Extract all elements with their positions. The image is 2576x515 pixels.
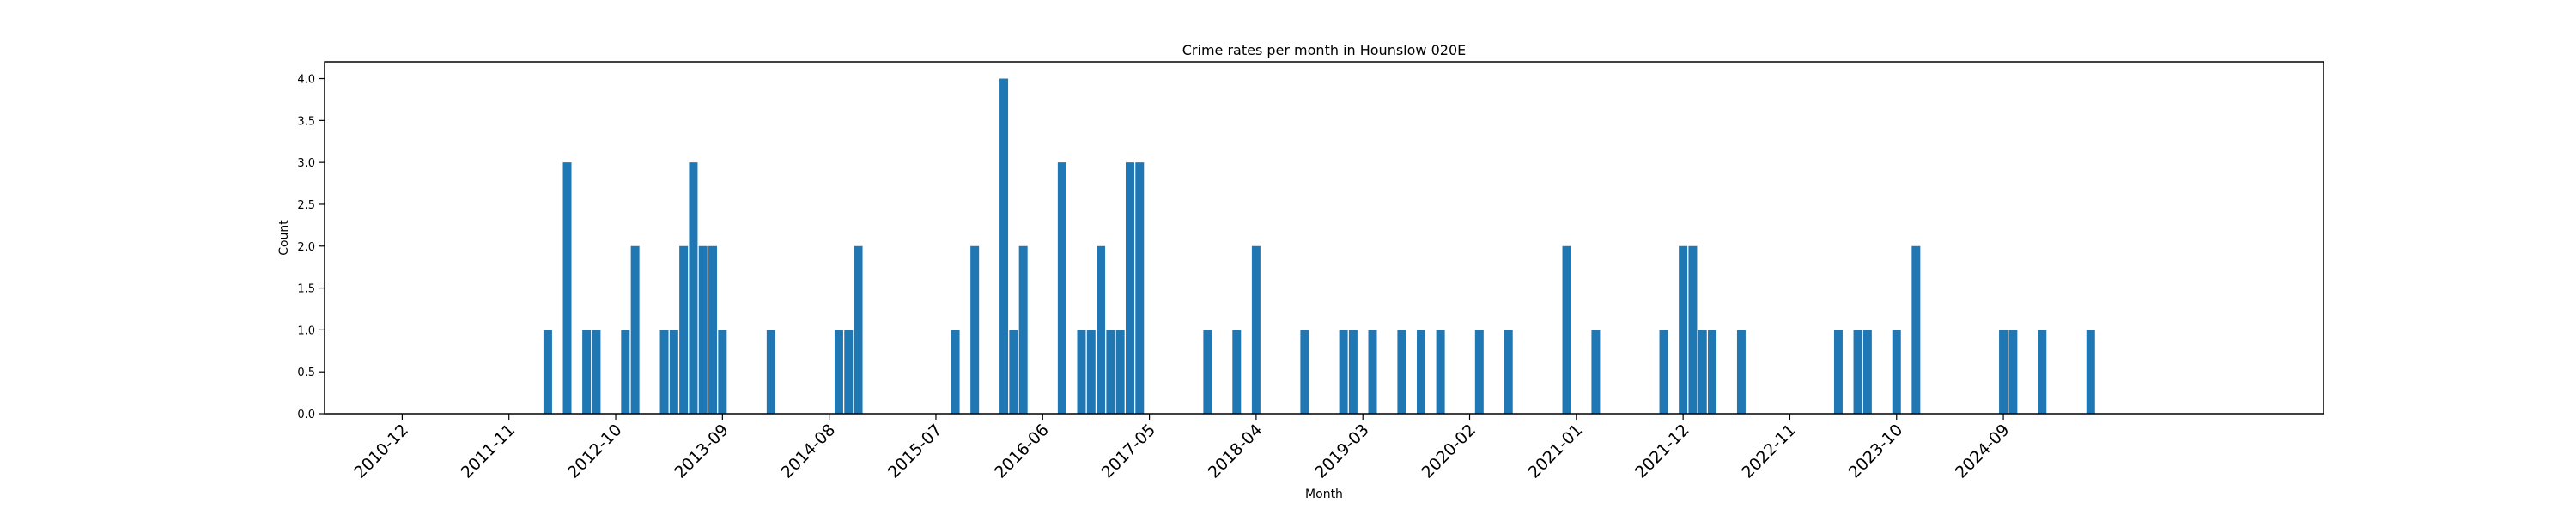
bar (1562, 245, 1571, 414)
bar (1474, 330, 1484, 414)
bar (2038, 330, 2047, 414)
bar (844, 330, 854, 414)
x-tick-label: 2022-11 (1738, 421, 1800, 482)
bar (1251, 245, 1261, 414)
x-tick-label: 2018-04 (1205, 421, 1267, 482)
y-tick-label: 3.0 (297, 157, 315, 170)
bar (1077, 330, 1086, 414)
bar (1018, 245, 1028, 414)
x-tick-label: 2019-03 (1311, 421, 1373, 482)
bar (698, 245, 708, 414)
bar (970, 245, 980, 414)
x-tick-label: 2021-12 (1631, 421, 1693, 482)
x-tick-label: 2024-09 (1952, 421, 2014, 482)
bar (592, 330, 601, 414)
x-axis: 2010-12 2011-11 2012-10 2013-09 2014-08 2015-… (350, 414, 2014, 482)
bar (1300, 330, 1309, 414)
bar (2086, 330, 2095, 414)
x-tick-label: 2011-11 (458, 421, 519, 482)
bar (854, 245, 863, 414)
bar (1009, 330, 1018, 414)
bar (1504, 330, 1513, 414)
y-tick-label: 0.5 (297, 367, 315, 379)
bar (630, 245, 640, 414)
bar (1203, 330, 1212, 414)
y-axis-label: Count (277, 220, 291, 256)
chart-title: Crime rates per month in Hounslow 020E (1182, 42, 1466, 58)
y-tick-label: 2.0 (297, 241, 315, 254)
bar (708, 245, 718, 414)
bar (1892, 330, 1901, 414)
bar (582, 330, 592, 414)
bar (766, 330, 775, 414)
x-tick-label: 2012-10 (564, 421, 626, 482)
bar (1688, 245, 1698, 414)
bar (951, 330, 960, 414)
bar (1417, 330, 1426, 414)
x-tick-label: 2023-10 (1845, 421, 1907, 482)
y-tick-label: 3.5 (297, 115, 315, 128)
bar (834, 330, 843, 414)
bar (1106, 330, 1115, 414)
y-tick-label: 0.0 (297, 409, 315, 421)
x-tick-label: 2017-05 (1097, 421, 1159, 482)
bar (1736, 330, 1746, 414)
bar (1436, 330, 1445, 414)
x-axis-label: Month (1305, 488, 1343, 501)
bar (1853, 330, 1862, 414)
y-axis: 0.0 0.5 1.0 1.5 2.0 2.5 3.0 3.5 4.0 (297, 74, 325, 421)
bar (659, 330, 669, 414)
bar (1057, 162, 1066, 414)
bar (621, 330, 630, 414)
bar (999, 78, 1009, 415)
bar (669, 330, 678, 414)
bar (1125, 162, 1134, 414)
x-tick-label: 2014-08 (777, 421, 839, 482)
bar (1135, 162, 1145, 414)
bar (543, 330, 552, 414)
x-tick-label: 2021-01 (1525, 421, 1587, 482)
x-tick-label: 2010-12 (350, 421, 412, 482)
plot-frame (324, 61, 2324, 415)
bar (1659, 330, 1668, 414)
y-tick-label: 4.0 (297, 74, 315, 87)
bar (1999, 330, 2008, 414)
bar (2008, 330, 2018, 414)
bar (1833, 330, 1843, 414)
y-tick-label: 1.0 (297, 324, 315, 337)
bar (1679, 245, 1688, 414)
bar (1911, 245, 1921, 414)
x-tick-label: 2013-09 (671, 421, 732, 482)
x-tick-label: 2016-06 (991, 421, 1053, 482)
bar (1232, 330, 1242, 414)
bars (543, 78, 2095, 415)
bar (562, 162, 572, 414)
bar (718, 330, 727, 414)
x-tick-label: 2015-07 (884, 421, 946, 482)
y-tick-label: 1.5 (297, 283, 315, 296)
bar (1086, 330, 1096, 414)
bar (1368, 330, 1377, 414)
bar (1591, 330, 1601, 414)
bar (1115, 330, 1125, 414)
bar (1862, 330, 1872, 414)
bar (1698, 330, 1707, 414)
x-tick-label: 2020-02 (1418, 421, 1479, 482)
y-tick-label: 2.5 (297, 199, 315, 212)
bar (679, 245, 689, 414)
bar (1708, 330, 1717, 414)
bar (1348, 330, 1358, 414)
bar (1097, 245, 1106, 414)
bar (689, 162, 698, 414)
bar (1397, 330, 1406, 414)
bar (1339, 330, 1348, 414)
